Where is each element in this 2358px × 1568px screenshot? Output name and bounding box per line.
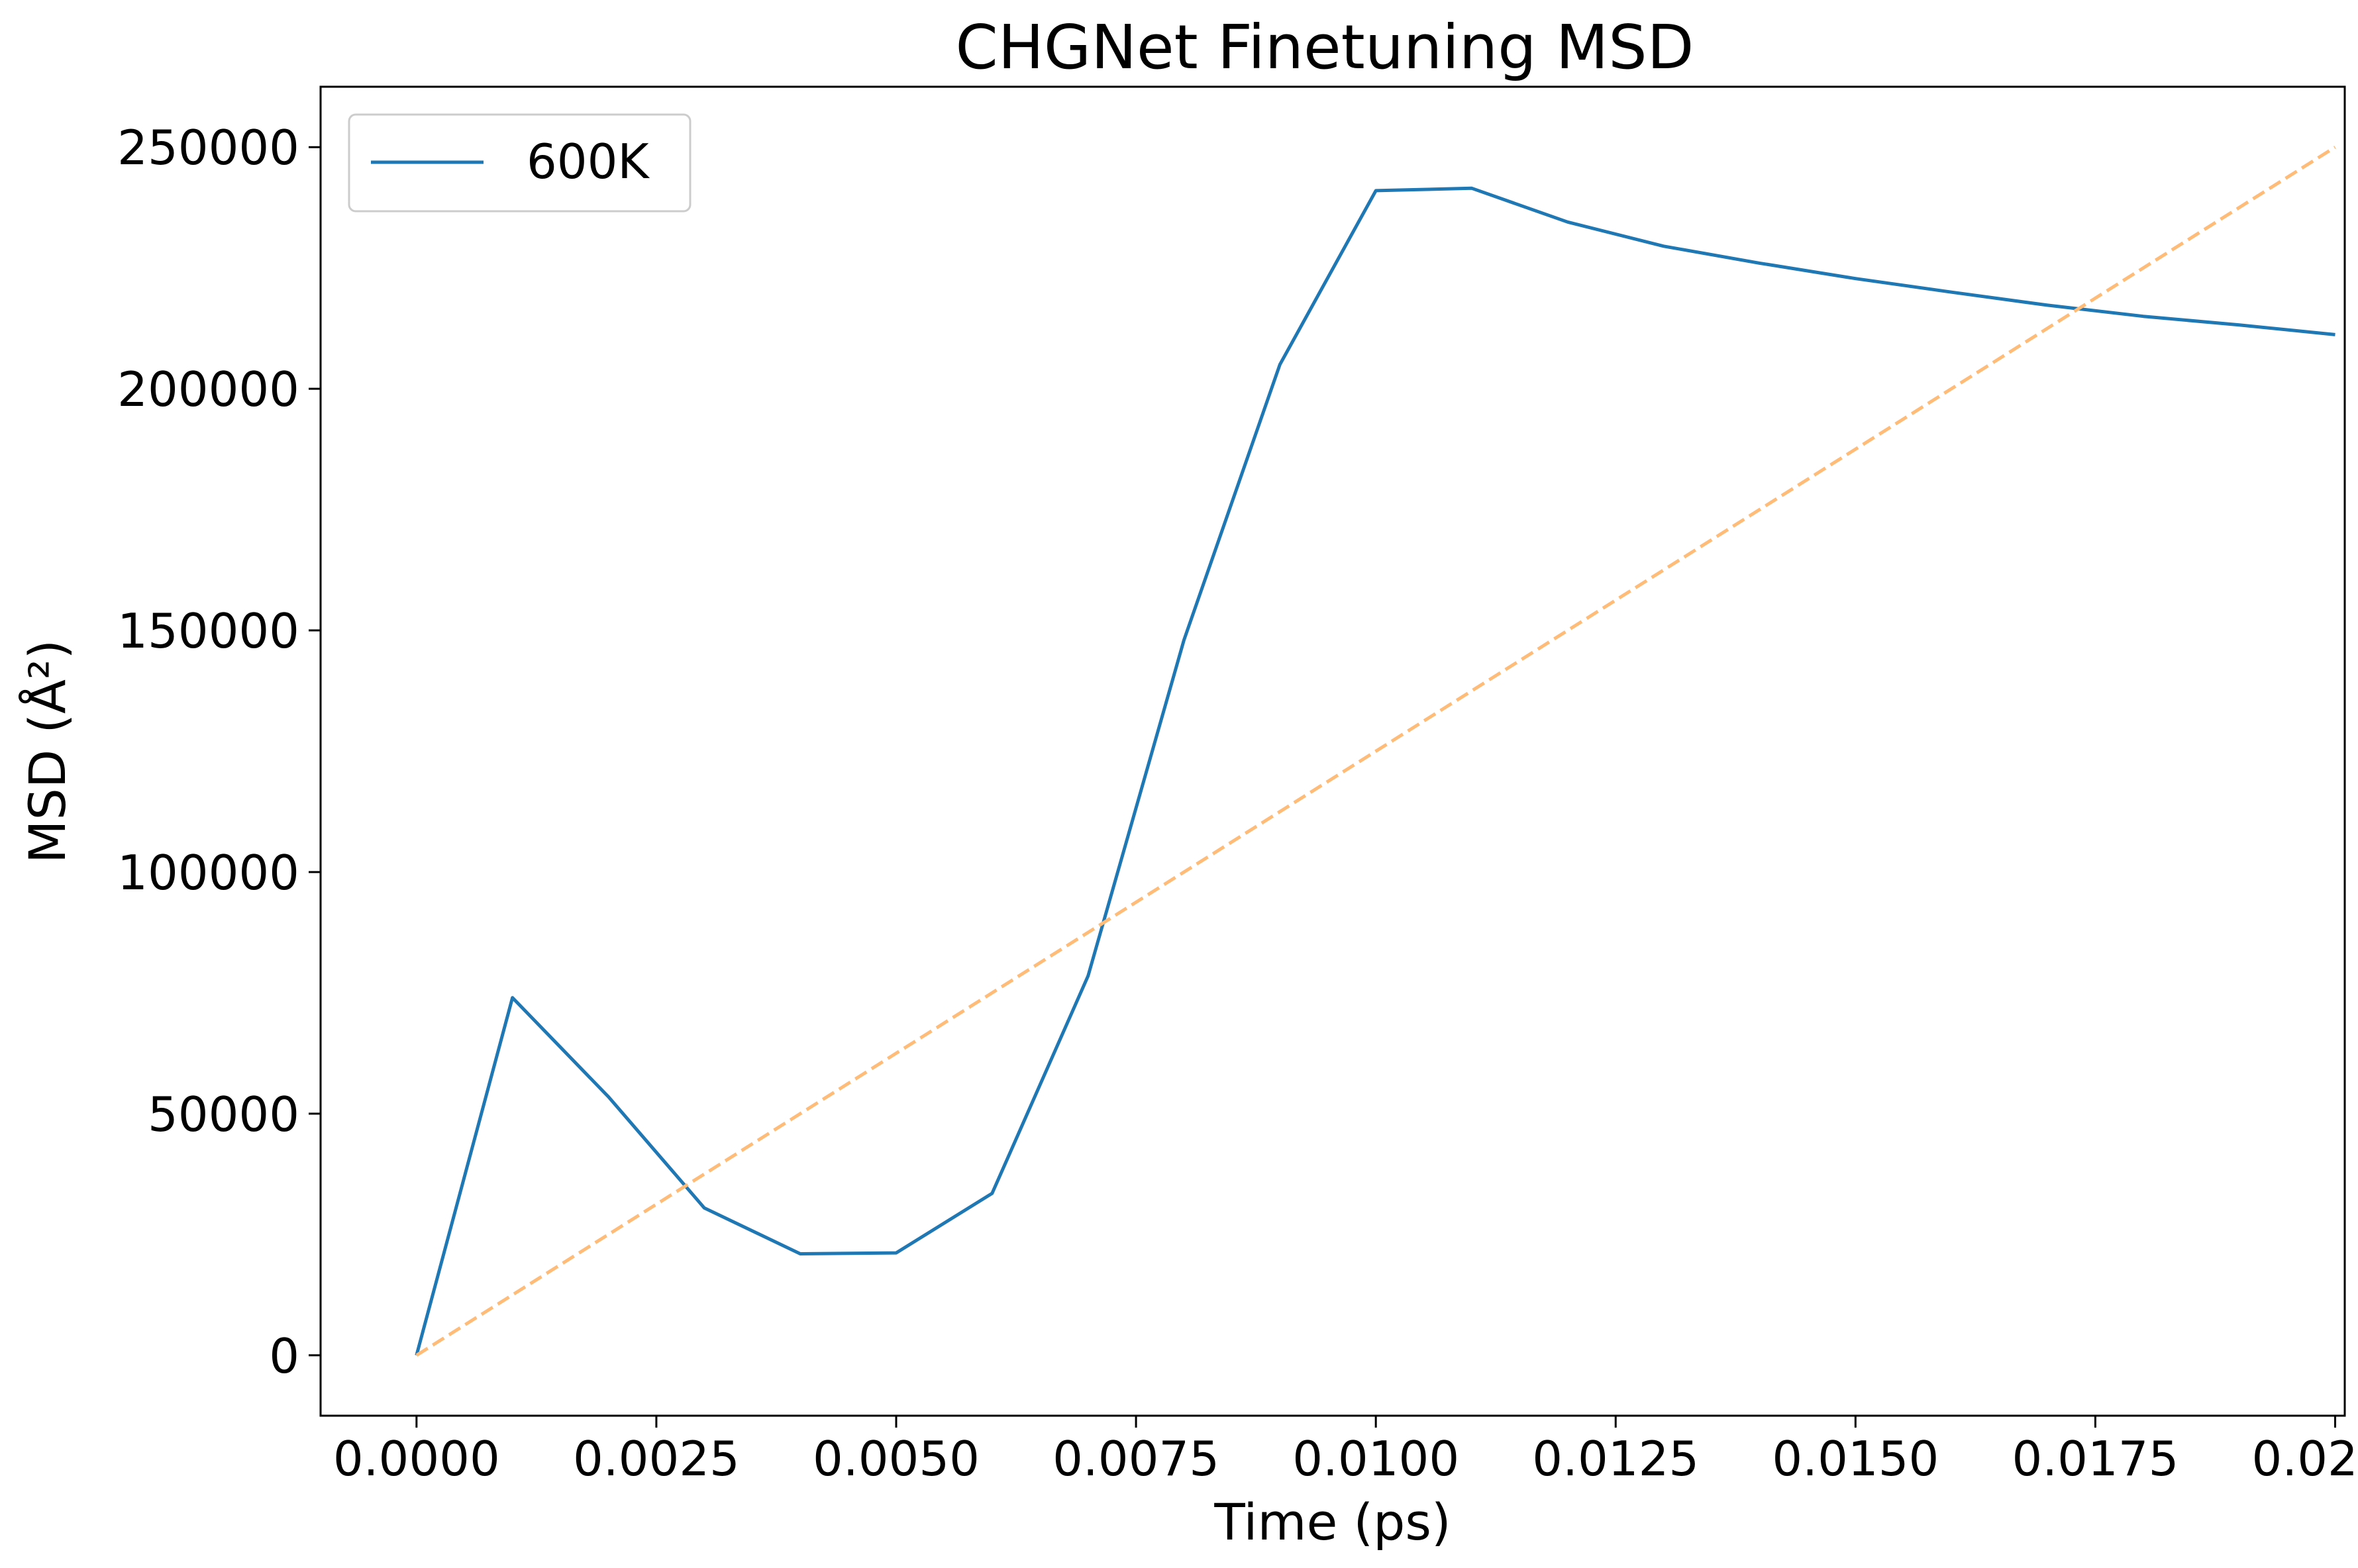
- y-axis-title: MSD (Å²): [18, 640, 77, 863]
- x-axis-title: Time (ps): [1213, 1493, 1451, 1551]
- legend: 600K: [348, 113, 692, 213]
- x-tick-label: 0.0050: [813, 1431, 980, 1487]
- series-line-600k: [415, 186, 2335, 1356]
- y-tick-label: 100000: [117, 845, 299, 901]
- chart-title: CHGNet Finetuning MSD: [956, 12, 1694, 83]
- y-tick-label: 250000: [117, 120, 299, 175]
- x-tick-label: 0.0125: [1532, 1431, 1699, 1487]
- legend-box: [348, 113, 692, 213]
- x-tick-label: 0.0075: [1052, 1431, 1219, 1487]
- y-tick-label: 150000: [117, 603, 299, 659]
- x-tick-label: 0.0150: [1772, 1431, 1939, 1487]
- y-axis: 0 50000 100000 150000 200000 250000: [117, 120, 321, 1384]
- x-tick-label: 0.0025: [573, 1431, 740, 1487]
- x-axis: 0.0000 0.0025 0.0050 0.0075 0.0100 0.0125 0.01…: [333, 1416, 2358, 1487]
- x-tick-label: 0.0100: [1292, 1431, 1459, 1487]
- reference-line: [415, 146, 2336, 1357]
- y-tick-label: 0: [269, 1328, 299, 1384]
- plot-area: [319, 85, 2346, 1417]
- legend-label-600k: 600K: [527, 134, 650, 189]
- y-tick-label: 200000: [117, 362, 299, 417]
- y-tick-label: 50000: [148, 1087, 299, 1142]
- x-tick-label: 0.0175: [2012, 1431, 2179, 1487]
- x-tick-label: 0.0000: [333, 1431, 500, 1487]
- series-layer: [415, 146, 2336, 1357]
